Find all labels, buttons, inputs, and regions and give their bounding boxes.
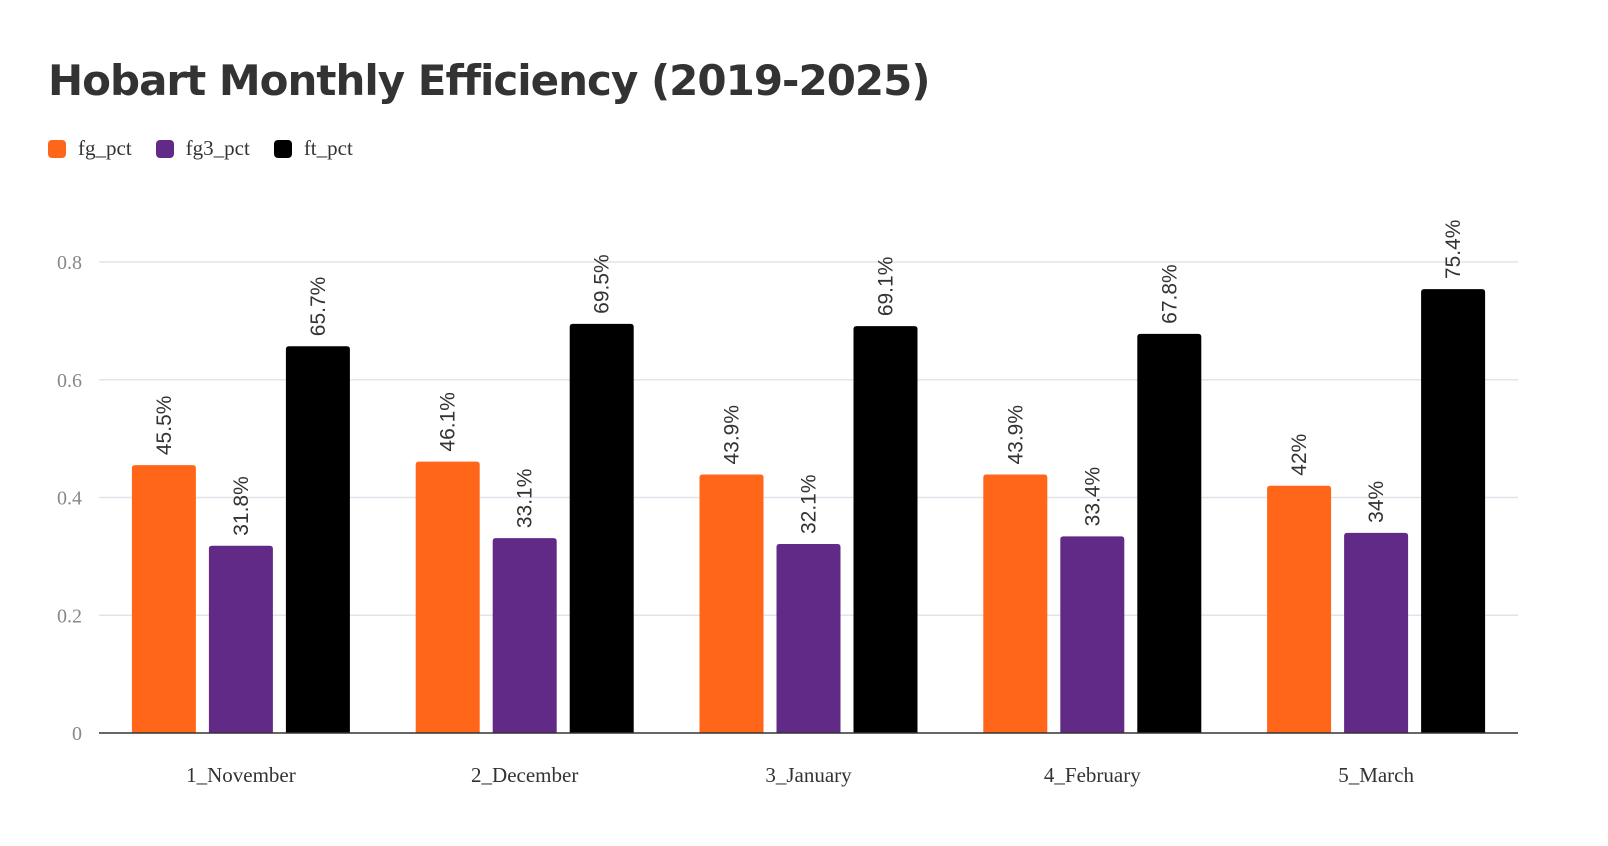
y-tick-label: 0.2 xyxy=(57,605,82,627)
data-label-ft-pct-2: 69.5% xyxy=(591,254,614,314)
bar-fg3-pct-1[interactable] xyxy=(208,545,273,733)
bar-fg-pct-4[interactable] xyxy=(983,474,1048,733)
data-label-fg-pct-5: 42% xyxy=(1288,434,1311,476)
data-label-ft-pct-1: 65.7% xyxy=(307,277,330,337)
data-label-fg3-pct-3: 32.1% xyxy=(798,474,821,534)
bar-fg-pct-1[interactable] xyxy=(131,465,196,733)
bar-fg3-pct-2[interactable] xyxy=(492,538,557,733)
x-tick-label: 2_December xyxy=(471,763,578,787)
legend: fg_pct fg3_pct ft_pct xyxy=(48,136,377,161)
data-label-fg-pct-2: 46.1% xyxy=(437,392,460,452)
bars xyxy=(131,289,1486,733)
bar-fg-pct-5[interactable] xyxy=(1267,485,1332,733)
data-label-fg-pct-1: 45.5% xyxy=(153,396,176,456)
x-tick-label: 3_January xyxy=(765,763,852,787)
legend-item-ft-pct[interactable]: ft_pct xyxy=(273,136,353,161)
data-label-fg3-pct-4: 33.4% xyxy=(1081,467,1104,527)
x-tick-label: 4_February xyxy=(1044,763,1141,787)
legend-label-fg3-pct: fg3_pct xyxy=(185,136,250,160)
data-label-fg3-pct-5: 34% xyxy=(1365,481,1388,523)
data-label-fg3-pct-1: 31.8% xyxy=(230,476,253,536)
x-tick-label: 5_March xyxy=(1338,763,1414,787)
y-tick-label: 0.8 xyxy=(57,252,82,274)
y-tick-label: 0.6 xyxy=(57,370,82,392)
bar-fg3-pct-5[interactable] xyxy=(1344,532,1409,733)
bar-fg-pct-3[interactable] xyxy=(699,474,764,733)
bar-fg-pct-2[interactable] xyxy=(415,461,480,733)
legend-label-ft-pct: ft_pct xyxy=(303,136,353,160)
x-tick-label: 1_November xyxy=(186,763,296,787)
legend-swatch-fg3-pct xyxy=(155,139,174,158)
data-label-fg-pct-4: 43.9% xyxy=(1004,405,1027,465)
y-tick-label: 0 xyxy=(72,723,82,745)
chart-title: Hobart Monthly Efficiency (2019-2025) xyxy=(48,56,931,105)
bar-fg3-pct-4[interactable] xyxy=(1060,536,1125,733)
data-label-ft-pct-4: 67.8% xyxy=(1158,264,1181,324)
axes: 0 0.2 0.4 0.6 0.8 1_November 2_December 3_Janua… xyxy=(57,252,1518,787)
bar-fg3-pct-3[interactable] xyxy=(776,544,841,733)
data-labels: 45.5% 31.8% 65.7% 46.1% 33.1% 69.5% 43.9% 32.1%… xyxy=(153,220,1465,536)
bar-ft-pct-3[interactable] xyxy=(853,326,918,733)
bar-ft-pct-2[interactable] xyxy=(569,323,634,733)
data-label-ft-pct-3: 69.1% xyxy=(875,257,898,317)
legend-swatch-fg-pct xyxy=(48,139,66,158)
legend-item-fg-pct[interactable]: fg_pct xyxy=(48,136,132,161)
bar-ft-pct-1[interactable] xyxy=(285,346,350,733)
data-label-fg3-pct-2: 33.1% xyxy=(514,469,537,529)
data-label-fg-pct-3: 43.9% xyxy=(721,405,744,465)
y-tick-label: 0.4 xyxy=(57,488,82,510)
legend-item-fg3-pct[interactable]: fg3_pct xyxy=(155,136,250,161)
bar-ft-pct-5[interactable] xyxy=(1421,289,1486,733)
legend-label-fg-pct: fg_pct xyxy=(78,136,132,160)
data-label-ft-pct-5: 75.4% xyxy=(1442,220,1465,280)
legend-swatch-ft-pct xyxy=(273,139,292,158)
bar-ft-pct-4[interactable] xyxy=(1137,333,1202,733)
